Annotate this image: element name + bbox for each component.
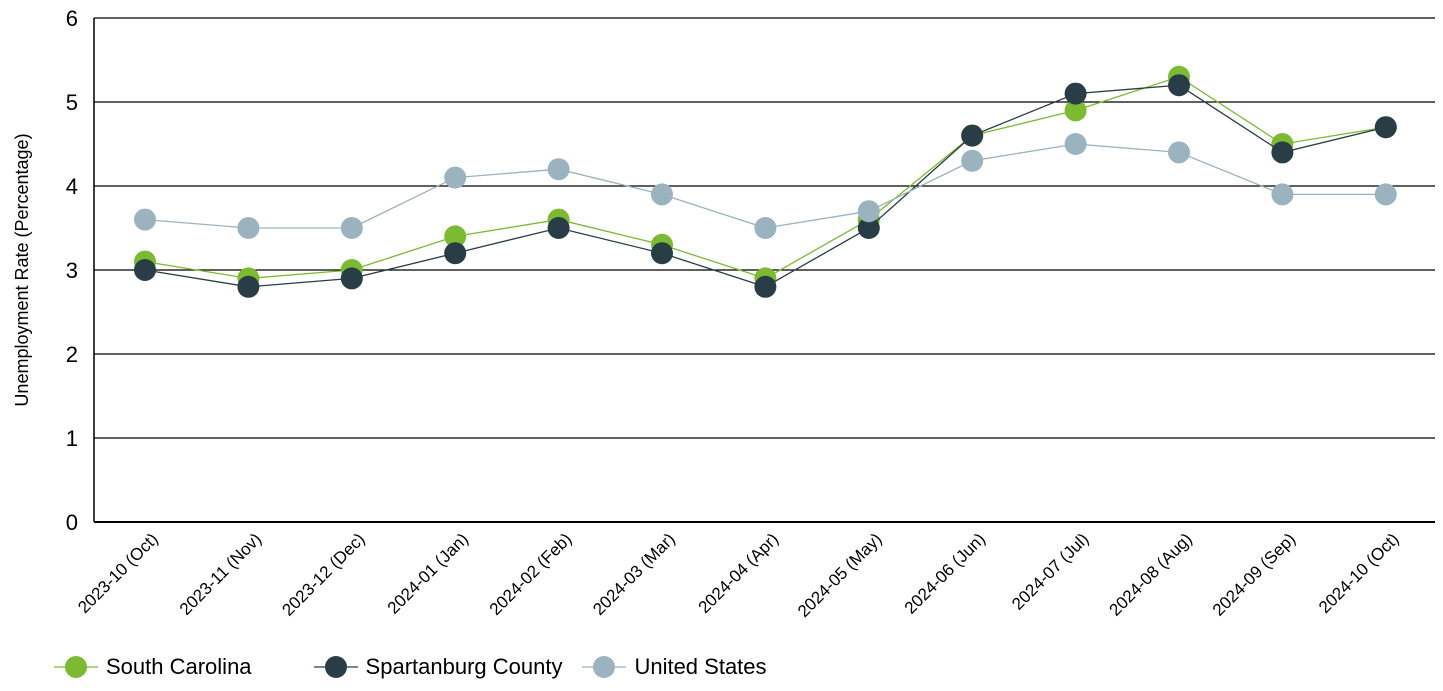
data-point (1168, 141, 1190, 164)
data-point (134, 259, 156, 281)
legend-item: South Carolina (52, 652, 252, 682)
data-point (444, 166, 467, 189)
data-point (857, 200, 880, 223)
data-point (1271, 141, 1294, 164)
series-south-carolina (134, 65, 1397, 290)
data-point (651, 242, 673, 265)
data-point (1374, 116, 1397, 139)
y-tick-label: 4 (66, 174, 78, 199)
x-tick-label: 2024-05 (May) (794, 529, 886, 621)
x-tick-label: 2024-03 (Mar) (589, 529, 679, 619)
y-tick-label: 2 (66, 342, 78, 367)
y-tick-labels: 0 1 2 3 4 5 6 (66, 6, 78, 535)
data-point (1064, 99, 1087, 122)
legend: South Carolina Spartanburg County United S… (52, 652, 785, 682)
data-point (444, 225, 467, 248)
x-tick-label: 2024-08 (Aug) (1106, 529, 1196, 619)
data-point (1064, 133, 1087, 155)
x-tick-label: 2024-01 (Jan) (384, 529, 472, 617)
y-tick-label: 5 (66, 90, 78, 115)
data-point (444, 242, 467, 265)
legend-swatch-marker (324, 656, 347, 678)
x-tick-label: 2023-11 (Nov) (176, 529, 265, 618)
x-tick-labels: 2023-10 (Oct) 2023-11 (Nov) 2023-12 (Dec) 2… (74, 529, 1402, 621)
data-point (547, 158, 570, 181)
data-point (961, 149, 984, 172)
data-point (1374, 183, 1397, 206)
y-tick-label: 1 (66, 426, 78, 451)
data-point (237, 217, 260, 239)
legend-label: United States (634, 654, 767, 679)
legend-swatch-marker (65, 656, 87, 678)
legend-item: United States (580, 652, 767, 682)
data-point (1271, 183, 1294, 206)
x-tick-label: 2024-07 (Jul) (1008, 529, 1092, 613)
legend-swatch (313, 656, 358, 678)
series-spartanburg-county (134, 74, 1397, 298)
data-point (340, 267, 363, 290)
legend-swatch (54, 656, 98, 678)
y-tick-label: 6 (66, 6, 78, 31)
data-point (1168, 74, 1190, 97)
data-point (547, 217, 570, 239)
legend-label: Spartanburg County (365, 654, 563, 679)
data-point (961, 124, 984, 147)
data-point (340, 217, 363, 239)
data-point (1064, 82, 1087, 105)
x-tick-label: 2024-09 (Sep) (1209, 529, 1299, 619)
data-point (237, 275, 260, 298)
series-line (144, 76, 1386, 280)
x-tick-label: 2024-10 (Oct) (1315, 529, 1403, 617)
x-tick-label: 2023-12 (Dec) (278, 529, 368, 619)
x-tick-label: 2023-10 (Oct) (74, 529, 162, 617)
data-point (754, 275, 777, 298)
data-point (651, 183, 673, 206)
legend-swatch-marker (593, 656, 616, 678)
legend-item: Spartanburg County (312, 652, 563, 682)
y-axis-label: Unemployment Rate (Percentage) (12, 133, 32, 406)
legend-label: South Carolina (106, 654, 252, 679)
legend-swatch (582, 656, 627, 678)
series (134, 65, 1397, 298)
x-tick-label: 2024-04 (Apr) (695, 529, 783, 617)
x-tick-label: 2024-02 (Feb) (486, 529, 576, 619)
data-point (857, 217, 880, 239)
axes (93, 18, 1435, 523)
series-united-states (134, 133, 1397, 239)
y-tick-label: 0 (66, 510, 78, 535)
data-point (134, 208, 156, 231)
x-tick-label: 2024-06 (Jun) (901, 529, 989, 617)
data-point (754, 217, 777, 239)
y-tick-label: 3 (66, 258, 78, 283)
